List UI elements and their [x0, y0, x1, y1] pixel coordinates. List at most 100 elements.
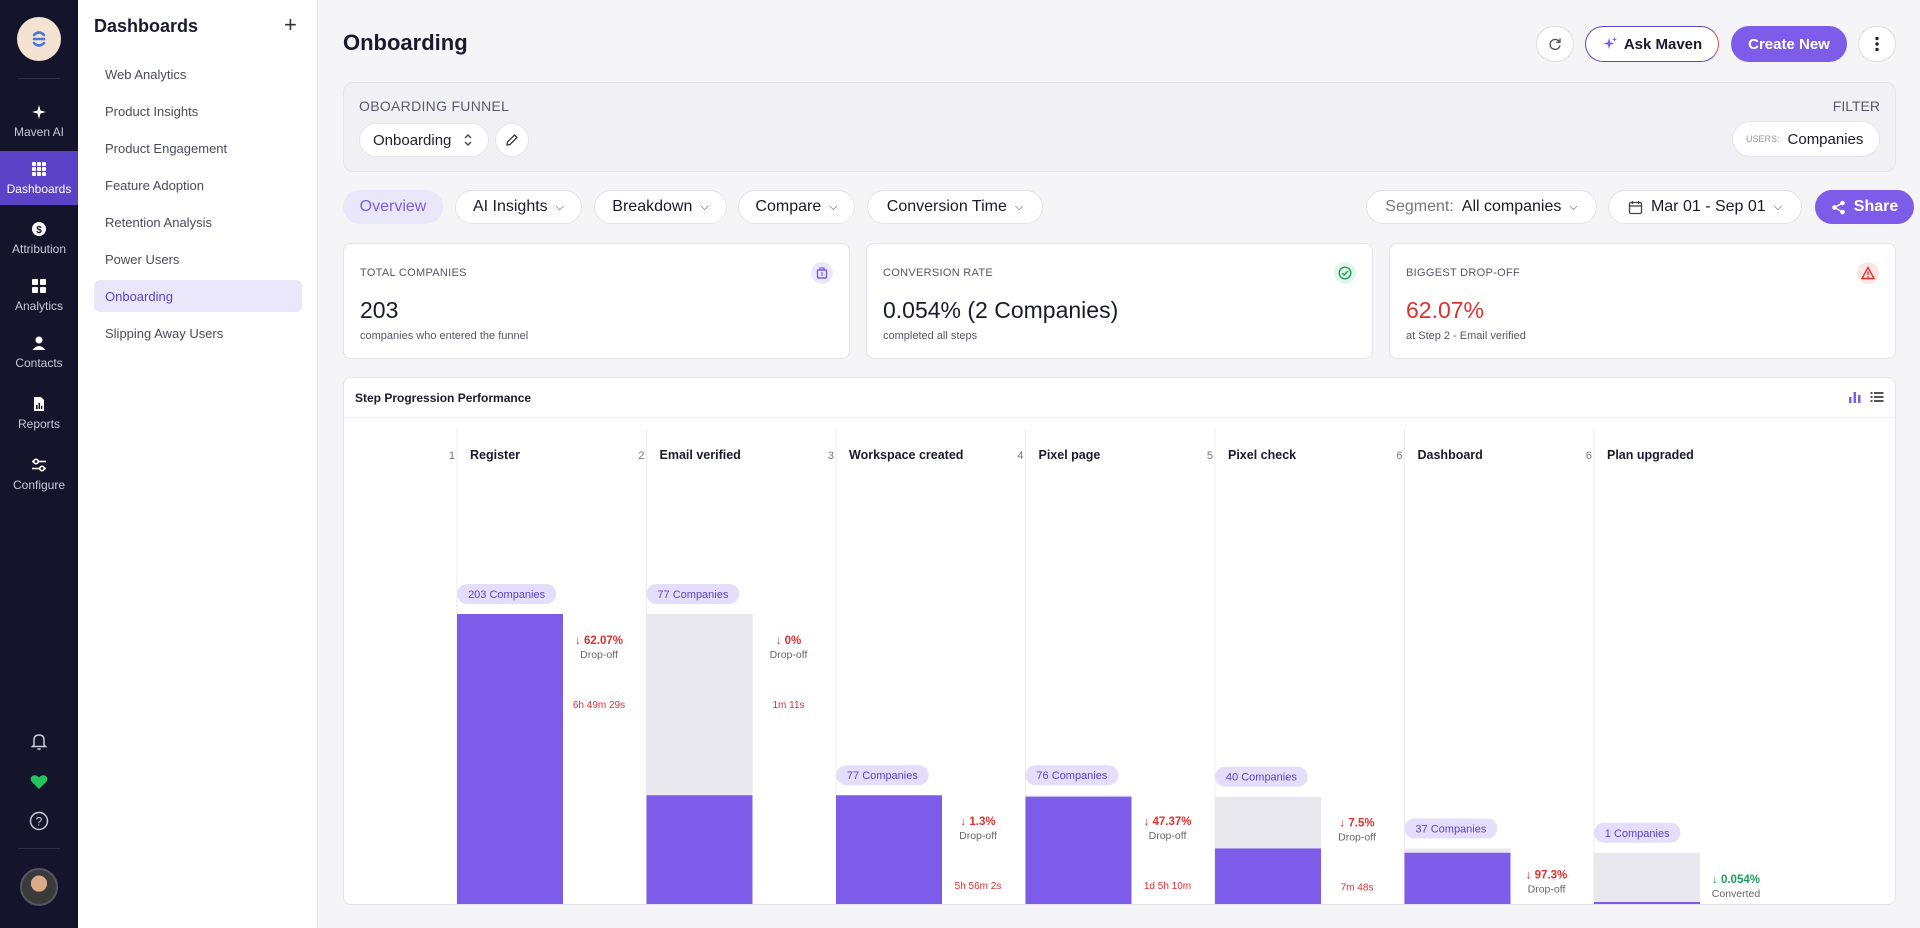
compare-dropdown[interactable]: Compare ⌵	[738, 190, 855, 224]
companies-pill-label: 37 Companies	[1415, 823, 1486, 835]
sidebar-item-retention-analysis[interactable]: Retention Analysis	[105, 214, 212, 230]
add-dashboard-button[interactable]: +	[284, 12, 297, 37]
rail-item-contacts[interactable]: Contacts	[0, 326, 78, 378]
sidebar-item-product-insights[interactable]: Product Insights	[105, 103, 199, 119]
step-name: Pixel page	[1039, 448, 1101, 462]
companies-pill-label: 76 Companies	[1036, 770, 1107, 782]
svg-text:?: ?	[36, 815, 43, 829]
companies-pill-label: 77 Companies	[847, 770, 918, 782]
users-filter[interactable]: USERS: Companies	[1732, 121, 1880, 157]
share-icon	[1831, 200, 1845, 214]
step-name: Plan upgraded	[1607, 448, 1694, 462]
kpi-card-biggest-drop-off: BIGGEST DROP-OFF 62.07% at Step 2 - Emai…	[1389, 243, 1896, 359]
sidebar-item-web-analytics[interactable]: Web Analytics	[105, 66, 187, 82]
segment-key: Segment:	[1385, 198, 1454, 215]
ask-maven-label: Ask Maven	[1623, 35, 1703, 53]
companies-pill-label: 40 Companies	[1226, 772, 1297, 784]
step-name: Dashboard	[1418, 448, 1483, 462]
tab-overview[interactable]: Overview	[343, 190, 443, 224]
companies-pill	[1594, 822, 1681, 843]
rail-item-reports[interactable]: Reports	[0, 387, 78, 439]
bar-chart-icon[interactable]	[1848, 390, 1862, 404]
app-logo[interactable]	[17, 17, 61, 61]
compare-label: Compare	[755, 198, 822, 215]
refresh-icon	[1549, 38, 1561, 51]
rail-label: Attribution	[11, 241, 67, 256]
calendar-icon	[1628, 200, 1643, 214]
chart-title: Step Progression Performance	[355, 391, 532, 405]
avatar[interactable]	[20, 868, 58, 906]
companies-pill	[646, 584, 740, 604]
list-view-icon[interactable]	[1870, 390, 1884, 404]
sidebar-item-power-users[interactable]: Power Users	[105, 251, 180, 267]
health-button[interactable]	[0, 772, 78, 792]
rail-label: Reports	[17, 416, 61, 431]
breakdown-dropdown[interactable]: Breakdown ⌵	[594, 190, 727, 224]
step-bar	[1404, 852, 1511, 904]
sidebar-item-product-engagement[interactable]: Product Engagement	[105, 140, 228, 156]
step-time: 5h 56m 2s	[955, 881, 1002, 892]
conversion-time-dropdown[interactable]: Conversion Time ⌵	[867, 190, 1043, 224]
step-number: 4	[1017, 450, 1023, 462]
sparkle-icon	[32, 104, 46, 119]
rail-item-maven-ai[interactable]: Maven AI	[0, 95, 78, 147]
step-change-label: Drop-off	[959, 830, 997, 842]
kpi-value: 0.054% (2 Companies)	[883, 297, 1119, 323]
rail-item-dashboards[interactable]: Dashboards	[0, 151, 78, 205]
step-change-value: ↓ 62.07%	[575, 635, 623, 647]
sidebar-title: Dashboards	[94, 16, 199, 36]
sparkle-icon	[1603, 37, 1617, 49]
dollar-icon: $	[32, 221, 46, 236]
refresh-button[interactable]	[1536, 26, 1574, 62]
check-circle-icon	[1334, 262, 1356, 284]
kebab-icon	[1875, 36, 1879, 52]
rail-item-attribution[interactable]: $ Attribution	[0, 212, 78, 264]
bell-button[interactable]	[0, 731, 78, 751]
chart-header: Step Progression Performance	[344, 378, 1895, 418]
users-filter-key: USERS:	[1746, 134, 1780, 144]
share-button[interactable]: Share	[1815, 190, 1914, 224]
create-new-button[interactable]: Create New	[1731, 26, 1847, 62]
companies-pill-label: 77 Companies	[657, 589, 728, 601]
funnel-select[interactable]: Onboarding	[359, 123, 489, 157]
warning-icon	[1857, 262, 1879, 284]
date-range-value: Mar 01 - Sep 01	[1650, 198, 1766, 215]
logo-mark-icon	[32, 31, 46, 47]
ai-insights-dropdown[interactable]: AI Insights ⌵	[455, 190, 582, 224]
chart-view-toggle	[1848, 390, 1884, 404]
chevron-down-icon: ⌵	[1014, 200, 1024, 213]
sidebar-item-feature-adoption[interactable]: Feature Adoption	[105, 177, 205, 193]
step-name: Pixel check	[1228, 448, 1296, 462]
pencil-icon	[506, 134, 518, 146]
companies-pill-label: 1 Companies	[1605, 828, 1670, 840]
conversion-time-label: Conversion Time	[886, 198, 1007, 215]
sidebar-item-onboarding[interactable]: Onboarding	[94, 280, 302, 312]
rail-item-analytics[interactable]: Analytics	[0, 269, 78, 321]
ask-maven-button[interactable]: Ask Maven	[1585, 26, 1719, 62]
rail-label: Contacts	[15, 355, 63, 370]
rail-label: Maven AI	[13, 124, 65, 139]
segment-dropdown[interactable]: Segment: All companies ⌵	[1366, 190, 1597, 224]
step-change-label: Drop-off	[770, 649, 808, 661]
step-number: 6	[1586, 450, 1592, 462]
edit-funnel-button[interactable]	[495, 123, 529, 157]
step-bar	[457, 614, 563, 904]
step-name: Email verified	[660, 448, 741, 462]
report-icon	[34, 396, 44, 411]
more-options-button[interactable]	[1858, 26, 1896, 62]
help-button[interactable]: ?	[0, 811, 78, 831]
step-number: 2	[638, 450, 644, 462]
chevron-down-icon: ⌵	[1773, 200, 1783, 213]
step-bar	[646, 795, 753, 904]
companies-pill	[457, 584, 557, 604]
date-range-dropdown[interactable]: Mar 01 - Sep 01 ⌵	[1608, 190, 1802, 224]
step-progression-chart: Step Progression Performance 1 Register 20…	[343, 377, 1896, 905]
step-time: 7m 48s	[1341, 883, 1374, 894]
grid-icon	[32, 161, 46, 176]
kpi-subtext: completed all steps	[883, 330, 978, 342]
app-rail: Maven AI Dashboards $ Attribution Analyt…	[0, 0, 78, 928]
sidebar-item-slipping-away-users[interactable]: Slipping Away Users	[105, 325, 224, 341]
step-name: Register	[470, 448, 520, 462]
rail-item-configure[interactable]: Configure	[0, 448, 78, 500]
step-change-label: Converted	[1712, 888, 1761, 900]
